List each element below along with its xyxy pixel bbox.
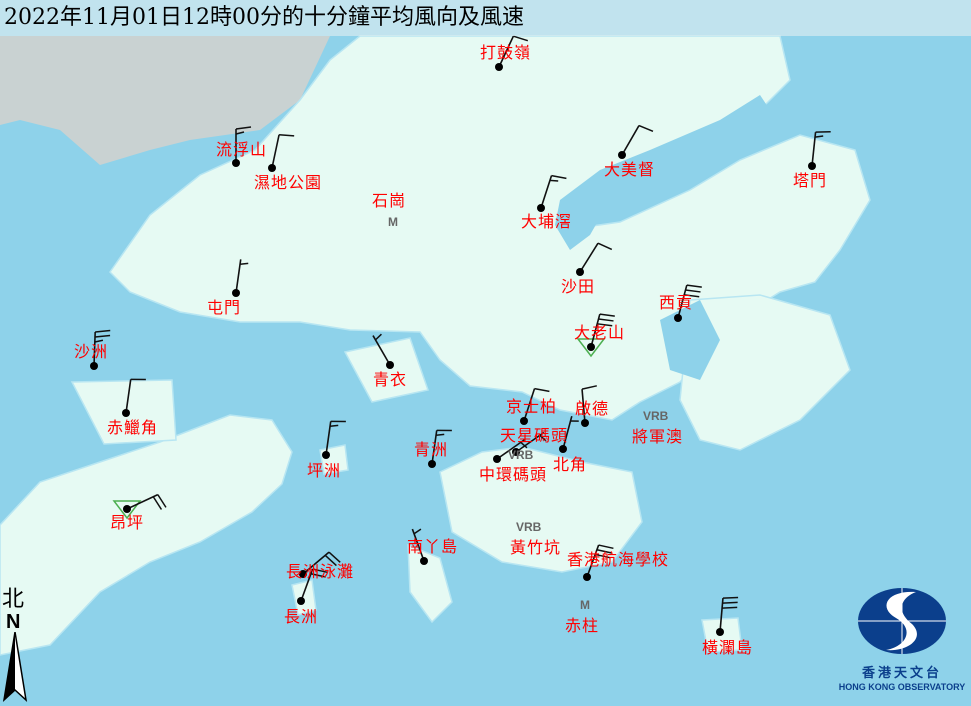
station-dot-icon <box>268 164 276 172</box>
wind-barb-feather <box>240 263 248 264</box>
north-label-en: N <box>6 612 32 632</box>
station-label: 濕地公園 <box>254 174 322 192</box>
north-label-zh: 北 <box>2 588 32 612</box>
station-dot-icon <box>493 455 501 463</box>
land-layer <box>0 36 870 655</box>
station-label: 坪洲 <box>307 462 341 480</box>
station-dot-icon <box>232 289 240 297</box>
station-dot-icon <box>495 63 503 71</box>
vrb-marker: VRB <box>516 521 541 534</box>
vrb-marker: VRB <box>508 449 533 462</box>
station-dot-icon <box>587 343 595 351</box>
station-label: 屯門 <box>207 299 241 317</box>
logo-name-en: HONG KONG OBSERVATORY <box>838 682 966 692</box>
station-dot-icon <box>581 419 589 427</box>
station-label: 大埔滘 <box>521 213 572 231</box>
place-label: 石崗 <box>372 192 406 210</box>
m-marker: M <box>580 599 590 612</box>
station-label: 長洲泳灘 <box>286 563 354 581</box>
station-label: 塔門 <box>793 172 827 190</box>
wind-barb-feather <box>414 529 421 534</box>
hko-logo-icon <box>856 586 948 656</box>
north-arrow-icon <box>2 632 28 702</box>
station-label: 流浮山 <box>216 141 267 159</box>
station-dot-icon <box>297 597 305 605</box>
station-label: 大老山 <box>574 324 625 342</box>
station-dot-icon <box>618 151 626 159</box>
station-label: 大美督 <box>604 161 655 179</box>
station-dot-icon <box>583 573 591 581</box>
station-dot-icon <box>808 162 816 170</box>
station-dot-icon <box>322 451 330 459</box>
station-dot-icon <box>537 204 545 212</box>
station-dot-icon <box>123 505 131 513</box>
station-label: 南丫島 <box>407 538 458 556</box>
station-label: 中環碼頭 <box>479 466 547 484</box>
station-label: 長洲 <box>284 608 318 626</box>
station-dot-icon <box>576 268 584 276</box>
station-label: 沙洲 <box>74 343 108 361</box>
station-label: 啟德 <box>575 400 609 418</box>
station-dot-icon <box>559 445 567 453</box>
vrb-marker: VRB <box>643 410 668 423</box>
wind-barb-feather <box>815 136 823 137</box>
wind-barb-feather <box>95 331 110 332</box>
station-label: 天星碼頭 <box>500 427 568 445</box>
station-dot-icon <box>716 628 724 636</box>
wind-barb-feather <box>723 597 738 598</box>
map-title: 2022年11月01日12時00分的十分鐘平均風向及風速 <box>0 0 971 36</box>
wind-barb-feather <box>436 434 444 435</box>
station-dot-icon <box>386 361 394 369</box>
logo-name-zh: 香港天文台 <box>838 662 966 681</box>
north-arrow: 北 N <box>2 588 32 706</box>
station-dot-icon <box>520 417 528 425</box>
station-dot-icon <box>122 409 130 417</box>
station-label: 青衣 <box>373 371 407 389</box>
lantau <box>0 415 292 655</box>
station-dot-icon <box>232 159 240 167</box>
wind-barb-feather <box>95 336 110 337</box>
lamma <box>408 545 452 622</box>
hko-logo: 香港天文台 HONG KONG OBSERVATORY <box>838 586 966 692</box>
station-label: 香港航海學校 <box>567 551 669 569</box>
wind-barb-feather <box>376 334 382 340</box>
place-label: 黃竹坑 <box>510 539 561 557</box>
place-label: 將軍澳 <box>632 428 683 446</box>
station-dot-icon <box>428 460 436 468</box>
station-label: 沙田 <box>561 278 595 296</box>
station-label: 橫瀾島 <box>702 639 753 657</box>
station-label: 北角 <box>553 456 587 474</box>
station-label: 赤鱲角 <box>107 419 158 437</box>
station-dot-icon <box>90 362 98 370</box>
wind-barb-feather <box>550 180 558 181</box>
station-dot-icon <box>420 557 428 565</box>
station-label: 西貢 <box>659 294 693 312</box>
station-label: 昂坪 <box>110 514 144 532</box>
wind-barb-feather <box>723 602 738 603</box>
wind-barb-feather <box>722 607 737 608</box>
m-marker: M <box>388 216 398 229</box>
station-dot-icon <box>674 314 682 322</box>
station-label: 打鼓嶺 <box>480 44 531 62</box>
station-label: 青洲 <box>414 441 448 459</box>
wind-barb-feather <box>330 425 338 426</box>
station-label: 京士柏 <box>506 398 557 416</box>
place-label: 赤柱 <box>565 617 599 635</box>
